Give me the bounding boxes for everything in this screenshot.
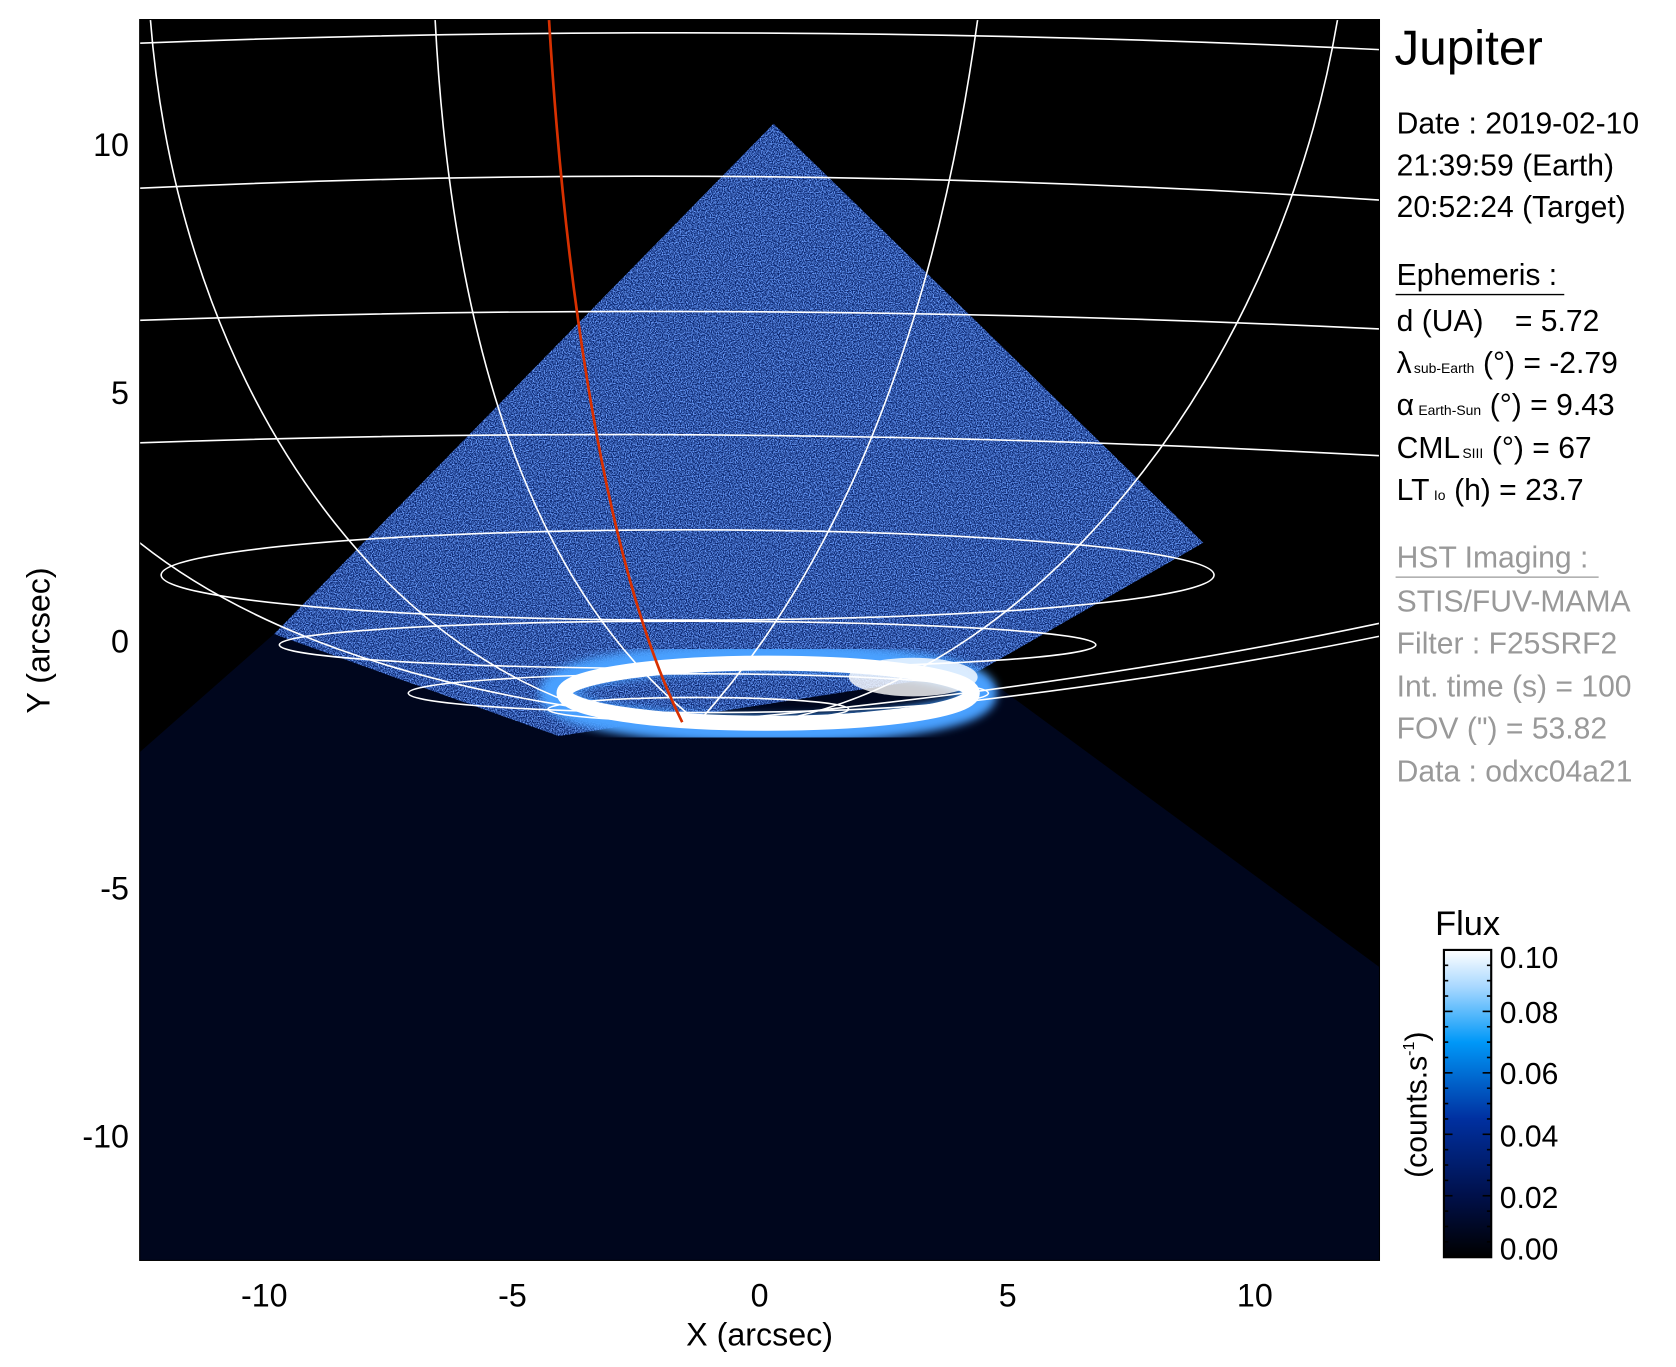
colorbar-tick-label: 0.04 (1500, 1121, 1559, 1154)
auroral-oval (556, 655, 980, 731)
footprint-trace (547, 19, 684, 723)
time-earth: 21:39:59 (Earth) (1397, 149, 1614, 182)
x-tick-label: 0 (751, 1278, 769, 1314)
fov: FOV (") = 53.82 (1397, 712, 1607, 745)
data-id: Data : odxc04a21 (1397, 755, 1633, 788)
distance: d (UA) = 5.72 (1397, 305, 1600, 338)
filter: Filter : F25SRF2 (1397, 627, 1618, 660)
colorbar-gradient (1442, 948, 1493, 1259)
x-tick-label: -5 (498, 1278, 527, 1314)
ephemeris-title: Ephemeris : (1397, 259, 1557, 292)
colorbar: Flux 0.10 0.08 0.06 0.04 0.02 0.00 (coun… (1400, 905, 1558, 1266)
sub-earth-latitude: λ sub-Earth (°) = -2.79 (1397, 347, 1618, 380)
io-local-time: LT Io (h) = 23.7 (1397, 474, 1584, 507)
image-plot (139, 19, 1380, 1261)
target-title: Jupiter (1395, 21, 1543, 76)
colorbar-tick-label: 0.00 (1500, 1233, 1559, 1266)
colorbar-tick-label: 0.08 (1500, 997, 1559, 1030)
y-tick-label: -10 (82, 1119, 129, 1155)
y-tick-label: 5 (111, 375, 129, 411)
phase-angle: α Earth-Sun (°) = 9.43 (1397, 389, 1615, 422)
colorbar-tick-label: 0.02 (1500, 1182, 1559, 1215)
emission-noise (273, 123, 1204, 737)
x-tick-label: -10 (241, 1278, 288, 1314)
integration-time: Int. time (s) = 100 (1397, 670, 1632, 703)
x-axis: -10 -5 0 5 10 X (arcsec) (241, 1278, 1273, 1353)
auroral-bright-patch (848, 657, 978, 697)
instrument: STIS/FUV-MAMA (1397, 586, 1631, 619)
cml: CML SIII (°) = 67 (1397, 432, 1592, 465)
x-axis-label: X (arcsec) (686, 1316, 833, 1352)
x-tick-label: 10 (1237, 1278, 1273, 1314)
x-tick-label: 5 (999, 1278, 1017, 1314)
dark-noise-region (139, 634, 1380, 1261)
colorbar-ticks (1443, 949, 1492, 1259)
info-panel: Jupiter Date : 2019-02-10 21:39:59 (Eart… (1395, 21, 1640, 789)
hst-title: HST Imaging : (1397, 541, 1589, 574)
y-axis: 10 5 0 -5 -10 Y (arcsec) (20, 127, 129, 1155)
colorbar-tick-label: 0.06 (1500, 1058, 1559, 1091)
time-target: 20:52:24 (Target) (1397, 191, 1626, 224)
colorbar-unit-label: (counts.s-1) (1400, 1031, 1434, 1177)
y-tick-label: 0 (111, 623, 129, 659)
lat-lon-grid (139, 19, 1380, 728)
y-axis-label: Y (arcsec) (20, 567, 56, 713)
colorbar-title: Flux (1435, 905, 1500, 943)
y-tick-label: -5 (100, 870, 129, 906)
date: Date : 2019-02-10 (1397, 107, 1639, 140)
y-tick-label: 10 (93, 127, 129, 163)
plot-frame (139, 19, 1381, 1261)
colorbar-tick-label: 0.10 (1500, 942, 1559, 975)
